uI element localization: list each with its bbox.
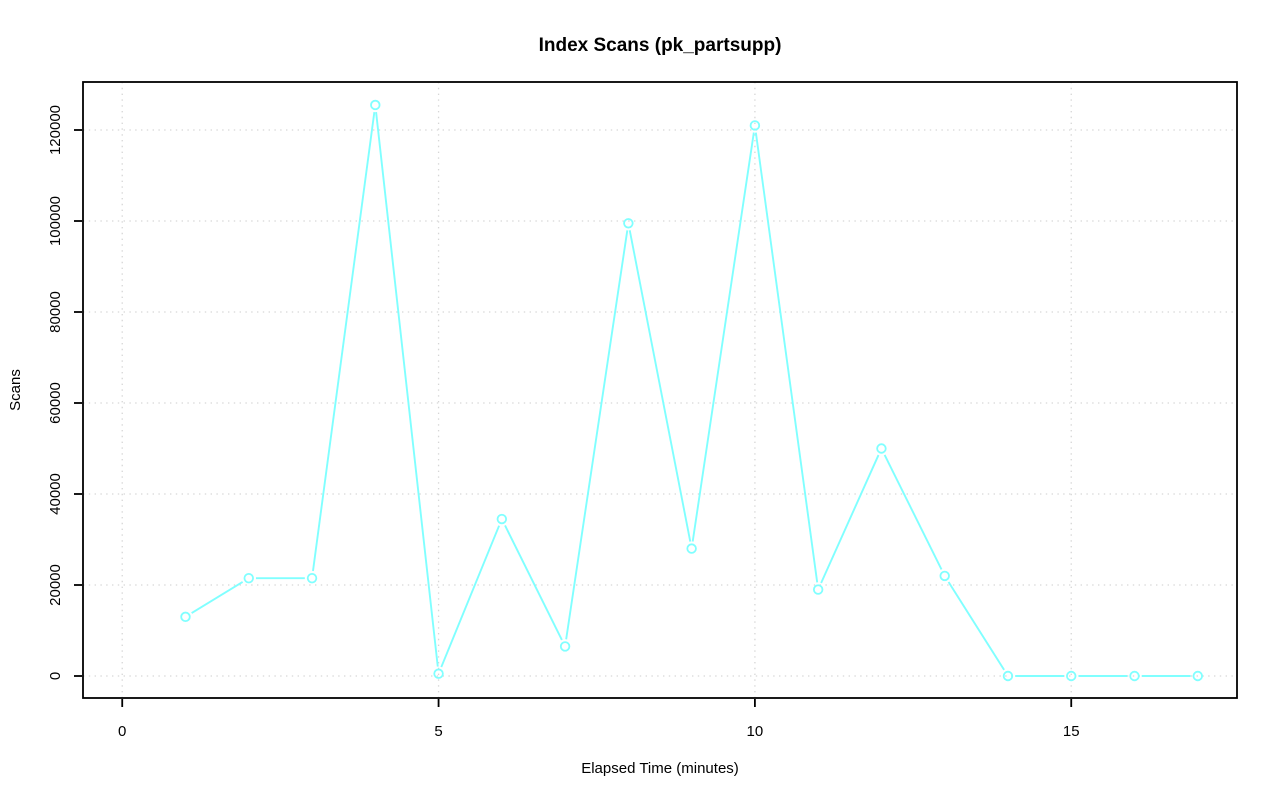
y-tick-label: 40000 [47,473,64,515]
plot-box [82,81,1238,699]
data-point-marker [876,443,887,454]
y-tick-label: 120000 [47,105,64,155]
data-point-marker [370,99,381,111]
x-tick-label: 15 [1063,723,1080,740]
x-tick-label: 0 [118,723,126,740]
y-axis-label: Scans [7,369,24,411]
y-tick-label: 20000 [47,564,64,606]
data-point-marker [939,570,950,582]
data-point-marker [496,513,508,525]
y-tick-label: 60000 [47,382,64,424]
x-tick-label: 10 [747,723,764,740]
y-tick-label: 0 [47,672,64,680]
series-line-segment [628,230,692,542]
data-point-marker [433,668,444,679]
data-point-marker [686,543,697,554]
series-line-segment [312,111,376,572]
x-axis-label: Elapsed Time (minutes) [581,760,739,777]
series-line-segment [691,132,755,542]
data-point-marker [1192,670,1203,682]
data-point-marker [1002,670,1014,682]
data-point-marker [306,572,318,584]
x-tick-label: 5 [434,723,442,740]
y-tick-label: 80000 [47,291,64,333]
data-point-marker [1129,670,1140,682]
x-axis: 0 5 10 15 [118,699,1080,740]
data-series [180,99,1203,682]
series-line-segment [375,112,439,667]
data-point-marker [749,120,761,131]
series-line-segment [947,581,1005,671]
data-point-marker [812,584,824,595]
series-line-segment [504,525,563,641]
series-line-segment [565,230,629,640]
plot-box-group [82,81,1238,699]
series-line-segment [883,454,943,570]
data-point-marker [243,572,254,584]
series-line-segment [820,454,880,584]
series-line-segment [191,581,244,614]
data-point-marker [1066,670,1077,682]
y-tick-label: 100000 [47,196,64,246]
grid [83,82,1237,698]
series-line-segment [440,525,500,668]
y-axis: 0 20000 40000 60000 80000 100000 120000 [47,105,82,680]
data-point-marker [180,611,191,623]
data-point-marker [623,218,634,229]
data-point-marker [559,641,571,652]
chart-title: Index Scans (pk_partsupp) [539,35,782,56]
series-line-segment [754,132,819,583]
